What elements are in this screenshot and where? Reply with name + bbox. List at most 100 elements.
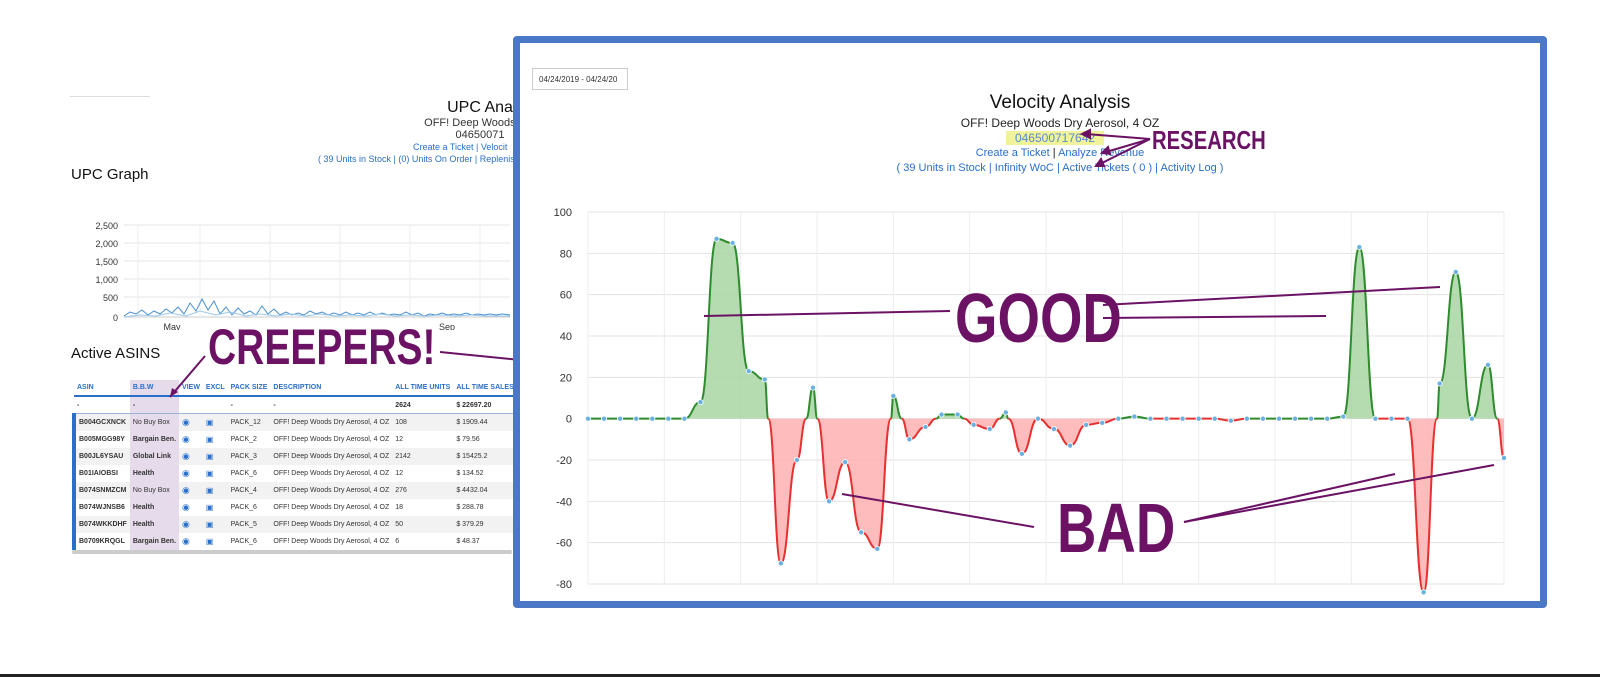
view-eye-icon[interactable]: ◉ [182,434,190,444]
col-header-description[interactable]: DESCRIPTION [270,380,393,397]
data-point[interactable] [665,415,672,422]
data-point[interactable] [777,560,784,567]
data-point[interactable] [681,415,688,422]
data-point[interactable] [1147,415,1154,422]
table-row[interactable]: B01IAIOBSI Health ◉ ▣ PACK_6 OFF! Deep Woods … [72,465,517,482]
exclude-checkbox-icon[interactable]: ▣ [205,469,214,478]
table-row[interactable]: B00JL6YSAU Global Link ◉ ▣ PACK_3 OFF! Deep W… [72,448,517,465]
data-point[interactable] [729,240,736,247]
infinity-woc-link[interactable]: Infinity WoC [994,162,1054,174]
asin-link[interactable]: B074SNMZCM [72,482,130,499]
data-point[interactable] [697,399,704,406]
view-eye-icon[interactable]: ◉ [182,536,190,546]
stock-links[interactable]: ( 39 Units in Stock | (0) Units On Order… [318,154,515,164]
view-eye-icon[interactable]: ◉ [182,502,190,512]
data-point[interactable] [1099,419,1106,426]
date-range-picker[interactable]: 04/24/2019 - 04/24/20 [532,68,628,90]
data-point[interactable] [1356,244,1363,251]
table-row[interactable]: B074WKKDHF Health ◉ ▣ PACK_5 OFF! Deep Woods … [72,516,517,533]
asin-link[interactable]: B005MGG98Y [72,431,130,448]
data-point[interactable] [1276,415,1283,422]
data-point[interactable] [1051,425,1058,432]
exclude-checkbox-icon[interactable]: ▣ [202,413,228,431]
col-header-view[interactable]: VIEW [179,380,203,397]
data-point[interactable] [793,456,800,463]
asin-link[interactable]: B01IAIOBSI [72,465,130,482]
data-point[interactable] [842,459,849,466]
asin-link[interactable]: B00JL6YSAU [72,448,130,465]
data-point[interactable] [1468,415,1475,422]
data-point[interactable] [633,415,640,422]
data-point[interactable] [890,392,897,399]
data-point[interactable] [1163,415,1170,422]
data-point[interactable] [1131,413,1138,420]
data-point[interactable] [1436,380,1443,387]
data-point[interactable] [1083,421,1090,428]
page-links[interactable]: Create a Ticket | Velocit [413,142,508,152]
units-in-stock-link[interactable]: ( 39 Units in Stock [896,162,986,174]
exclude-checkbox-icon[interactable]: ▣ [202,516,228,533]
data-point[interactable] [649,415,656,422]
data-point[interactable] [970,421,977,428]
asin-link[interactable]: B004GCXNCK [72,413,130,431]
data-point[interactable] [1259,415,1266,422]
data-point[interactable] [874,545,881,552]
view-eye-icon[interactable]: ◉ [179,413,203,431]
asin-link[interactable]: B0709KRQGL [72,533,130,550]
data-point[interactable] [713,235,720,242]
exclude-checkbox-icon[interactable]: ▣ [202,482,228,499]
data-point[interactable] [858,529,865,536]
data-point[interactable] [1501,454,1508,461]
col-header-asin[interactable]: ASIN [74,380,130,397]
col-header-all-time-sales[interactable]: ALL TIME SALES [453,380,517,397]
data-point[interactable] [826,498,833,505]
col-header-bbw[interactable]: B.B.W [129,380,180,397]
exclude-checkbox-icon[interactable]: ▣ [205,537,214,546]
asin-link[interactable]: B074WKKDHF [72,516,130,533]
data-point[interactable] [1002,409,1009,416]
active-tickets-link[interactable]: Active Tickets ( 0 ) [1062,162,1153,174]
data-point[interactable] [1195,415,1202,422]
data-point[interactable] [1340,413,1347,420]
data-point[interactable] [922,423,929,430]
table-horizontal-scrollbar[interactable] [72,550,512,554]
data-point[interactable] [617,415,624,422]
table-row[interactable]: B005MGG98Y Bargain Ben. ◉ ▣ PACK_2 OFF! Deep … [72,431,517,448]
exclude-checkbox-icon[interactable]: ▣ [205,503,214,512]
data-point[interactable] [1484,361,1491,368]
data-point[interactable] [986,425,993,432]
view-eye-icon[interactable]: ◉ [179,516,203,533]
table-row[interactable]: B0709KRQGL Bargain Ben. ◉ ▣ PACK_6 OFF! Deep … [72,533,517,550]
create-ticket-link[interactable]: Create a Ticket [975,147,1050,159]
view-eye-icon[interactable]: ◉ [179,448,203,465]
data-point[interactable] [1404,415,1411,422]
exclude-checkbox-icon[interactable]: ▣ [202,448,228,465]
activity-log-link[interactable]: Activity Log ) [1160,162,1224,174]
view-eye-icon[interactable]: ◉ [179,482,203,499]
data-point[interactable] [1452,268,1459,275]
col-header-all-time-units[interactable]: ALL TIME UNITS [392,380,454,397]
table-row[interactable]: B074WJNSB6 Health ◉ ▣ PACK_6 OFF! Deep Woods … [72,499,517,516]
table-row[interactable]: B004GCXNCK No Buy Box ◉ ▣ PACK_12 OFF! Deep W… [72,413,517,431]
data-point[interactable] [1211,415,1218,422]
data-point[interactable] [1243,415,1250,422]
view-eye-icon[interactable]: ◉ [182,468,190,478]
data-point[interactable] [1018,450,1025,457]
data-point[interactable] [1067,442,1074,449]
data-point[interactable] [1292,415,1299,422]
data-point[interactable] [1324,415,1331,422]
data-point[interactable] [1034,415,1041,422]
velocity-upc-code[interactable]: 046500717642 [1006,131,1104,145]
data-point[interactable] [938,411,945,418]
data-point[interactable] [1388,415,1395,422]
asin-link[interactable]: B074WJNSB6 [72,499,130,516]
data-point[interactable] [761,376,768,383]
data-point[interactable] [906,436,913,443]
data-point[interactable] [585,415,592,422]
data-point[interactable] [809,384,816,391]
data-point[interactable] [1308,415,1315,422]
data-point[interactable] [1179,415,1186,422]
data-point[interactable] [745,368,752,375]
data-point[interactable] [954,411,961,418]
col-header-pack-size[interactable]: PACK SIZE [227,380,271,397]
